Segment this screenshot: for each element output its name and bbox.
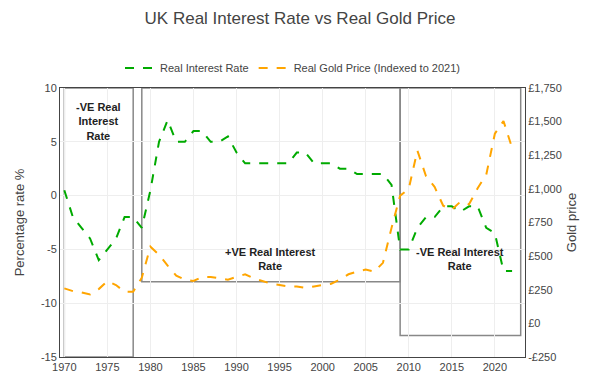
svg-text:-£250: -£250 (528, 351, 556, 363)
svg-text:£500: £500 (528, 250, 552, 262)
svg-text:Percentage rate %: Percentage rate % (12, 168, 27, 276)
svg-text:£750: £750 (528, 216, 552, 228)
svg-text:-VE RealInterestRate: -VE RealInterestRate (76, 101, 121, 142)
svg-text:0: 0 (51, 189, 57, 201)
svg-text:2010: 2010 (397, 361, 421, 373)
svg-text:Gold price: Gold price (564, 193, 579, 252)
svg-text:£250: £250 (528, 284, 552, 296)
svg-text:1995: 1995 (267, 361, 291, 373)
svg-text:1990: 1990 (224, 361, 248, 373)
svg-text:£1,500: £1,500 (528, 115, 562, 127)
svg-text:£1,250: £1,250 (528, 149, 562, 161)
svg-text:5: 5 (51, 136, 57, 148)
svg-text:1970: 1970 (52, 361, 76, 373)
svg-text:-5: -5 (47, 243, 57, 255)
svg-text:UK Real Interest Rate vs Real: UK Real Interest Rate vs Real Gold Price (145, 9, 456, 28)
svg-text:-10: -10 (41, 297, 57, 309)
svg-text:2005: 2005 (353, 361, 377, 373)
svg-text:1975: 1975 (95, 361, 119, 373)
svg-text:£1,750: £1,750 (528, 82, 562, 94)
svg-text:10: 10 (45, 82, 57, 94)
svg-text:£0: £0 (528, 317, 540, 329)
svg-text:-15: -15 (41, 351, 57, 363)
svg-text:1985: 1985 (181, 361, 205, 373)
svg-text:£1,000: £1,000 (528, 183, 562, 195)
svg-text:+VE Real InterestRate: +VE Real InterestRate (225, 246, 316, 272)
svg-text:2000: 2000 (310, 361, 334, 373)
svg-text:2020: 2020 (483, 361, 507, 373)
svg-text:Real Interest Rate: Real Interest Rate (160, 62, 249, 74)
svg-text:Real Gold Price (Indexed to 20: Real Gold Price (Indexed to 2021) (294, 62, 460, 74)
svg-text:-VE Real InterestRate: -VE Real InterestRate (416, 246, 504, 272)
svg-text:2015: 2015 (440, 361, 464, 373)
svg-text:1980: 1980 (138, 361, 162, 373)
